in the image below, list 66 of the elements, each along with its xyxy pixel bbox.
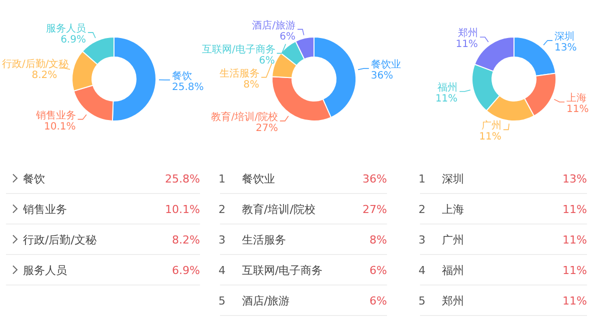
data-label: 11%: [456, 39, 478, 50]
category-label: 销售业务: [23, 202, 67, 216]
category-label: 福州: [442, 264, 464, 277]
category-label: 互联网/电子商务: [242, 264, 323, 277]
category-label: 行政/后勤/文秘: [23, 233, 96, 246]
data-label: 25.8%: [172, 82, 204, 93]
category-label: 广州: [442, 233, 464, 246]
category-label: 深圳: [442, 172, 464, 186]
slice-label: 郑州: [458, 27, 478, 40]
slice-label: 生活服务: [219, 67, 260, 80]
slice-label: 广州: [481, 120, 502, 132]
text: 6%: [370, 294, 387, 308]
text: 10.1%: [165, 202, 200, 216]
slice-label: 教育/培训/院校: [211, 110, 278, 123]
slice-label: 餐饮业: [370, 58, 401, 70]
category-label: 餐饮: [23, 172, 45, 186]
text: 25.8%: [165, 172, 200, 186]
text: 1: [218, 172, 226, 186]
data-label: 27%: [256, 122, 278, 134]
text: 27%: [362, 202, 387, 216]
slice-label: 上海: [566, 92, 587, 104]
data-label: 6%: [259, 55, 275, 66]
category-label: 教育/培训/院校: [242, 202, 316, 216]
data-label: 6%: [280, 31, 296, 42]
text: 3: [418, 233, 426, 246]
data-label: 11%: [479, 132, 502, 143]
category-label: 餐饮业: [242, 172, 275, 186]
text: 1: [418, 172, 426, 186]
slice-label: 行政/后勤/文秘: [2, 58, 69, 70]
text: 8%: [370, 233, 387, 246]
category-label: 上海: [442, 202, 464, 216]
slice-label: 酒店/旅游: [252, 19, 296, 32]
text: 3: [218, 233, 226, 246]
text: 4: [218, 264, 226, 277]
data-label: 13%: [554, 42, 577, 54]
data-label: 11%: [435, 94, 458, 105]
slice-label: 服务人员: [46, 22, 86, 35]
text: 5: [418, 294, 426, 308]
slice-label: 福州: [438, 82, 458, 94]
category-label: 郑州: [442, 294, 464, 308]
data-label: 8%: [243, 79, 260, 90]
slice-label: 互联网/电子商务: [202, 43, 276, 56]
slice-label: 深圳: [554, 30, 574, 43]
text: 5: [218, 294, 226, 308]
slice-label: 餐饮: [172, 70, 192, 82]
text: 6.9%: [172, 264, 200, 277]
data-label: 11%: [566, 104, 589, 116]
data-label: 10.1%: [44, 121, 76, 132]
text: 6%: [370, 264, 387, 277]
text: 11%: [562, 202, 587, 216]
text: 11%: [562, 264, 587, 277]
category-label: 服务人员: [23, 264, 67, 277]
data-label: 36%: [370, 70, 394, 82]
text: 4: [418, 264, 426, 277]
slice-label: 销售业务: [34, 109, 76, 122]
data-label: 6.9%: [60, 34, 86, 46]
text: 11%: [562, 294, 587, 308]
text: 8.2%: [172, 233, 200, 246]
data-label: 8.2%: [32, 70, 58, 82]
text: 13%: [562, 172, 587, 186]
text: 2: [218, 202, 226, 216]
text: 2: [418, 202, 426, 216]
text: 36%: [362, 172, 387, 186]
category-label: 生活服务: [242, 233, 286, 246]
category-label: 酒店/旅游: [242, 294, 290, 308]
text: 11%: [562, 233, 587, 246]
